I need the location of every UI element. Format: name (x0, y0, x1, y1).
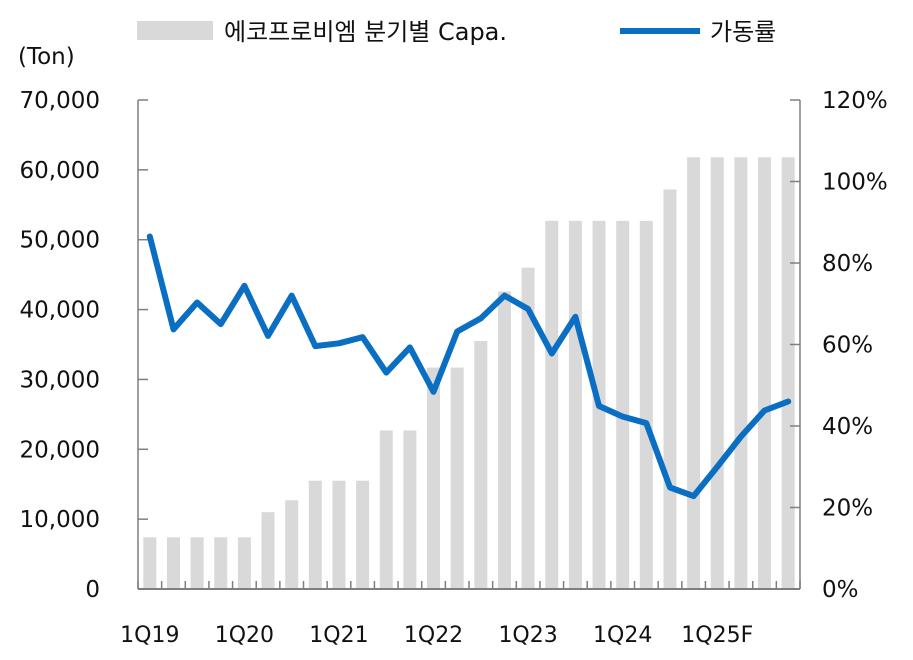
left-axis-tick-label: 50,000 (20, 228, 100, 254)
capa-bar-1Q20 (237, 537, 251, 589)
capa-bar-4Q20 (308, 480, 322, 589)
capa-bars (143, 157, 795, 590)
x-axis-tick-label: 1Q21 (309, 623, 368, 648)
capa-bar-4Q19 (214, 537, 228, 589)
capa-bar-3Q21 (379, 430, 393, 589)
left-axis-tick-label: 60,000 (20, 158, 100, 184)
right-axis-tick-label: 0% (822, 577, 859, 603)
x-axis-tick-label: 1Q20 (215, 623, 274, 648)
right-axis-tick-label: 60% (822, 333, 873, 359)
capa-bar-1Q24 (616, 220, 630, 590)
capa-bar-2Q23 (545, 220, 559, 590)
utilization-line-path (146, 233, 792, 500)
axes: 0 10,000 20,000 30,000 40,000 50,000 60,000 70,… (20, 88, 888, 648)
x-axis-tick-label: 1Q19 (120, 623, 179, 648)
capa-bar-1Q22 (427, 367, 441, 589)
capa-bar-4Q24 (687, 157, 701, 590)
left-axis-tick-label: 40,000 (20, 298, 100, 324)
capa-bar-1Q19 (143, 537, 157, 589)
capa-bar-3Q22 (474, 341, 488, 589)
capa-bar-2Q25F (734, 157, 748, 590)
capa-bar-4Q25F (781, 157, 795, 590)
capa-bar-1Q21 (332, 480, 346, 589)
capa-bar-2Q21 (356, 480, 370, 589)
capa-bar-3Q25F (758, 157, 772, 590)
capa-bar-4Q22 (497, 291, 511, 589)
right-axis-tick-label: 120% (822, 88, 888, 114)
capa-bar-3Q20 (285, 500, 299, 589)
legend-swatch-capa (137, 21, 213, 40)
right-axis-tick-label: 20% (822, 496, 873, 522)
legend-label-utilization: 가동률 (710, 18, 776, 46)
left-axis-tick-label: 30,000 (20, 367, 100, 393)
x-axis-tick-label: 1Q22 (404, 623, 463, 648)
left-axis-unit-label: (Ton) (18, 44, 75, 70)
right-axis-tick-label: 100% (822, 170, 888, 196)
capa-bar-4Q21 (403, 430, 417, 589)
legend: 에코프로비엠 분기별 Capa. 가동률 (137, 18, 776, 46)
capa-bar-1Q25F (710, 157, 724, 590)
left-axis-tick-label: 20,000 (20, 437, 100, 463)
x-axis-tick-label: 1Q23 (498, 623, 557, 648)
x-axis-tick-label: 1Q24 (593, 623, 652, 648)
legend-label-capa: 에코프로비엠 분기별 Capa. (224, 18, 507, 46)
right-axis-tick-label: 80% (822, 251, 873, 277)
capa-bar-3Q24 (663, 189, 677, 589)
capa-bar-1Q23 (521, 267, 535, 589)
capa-bar-3Q23 (568, 220, 582, 590)
capa-bar-2Q24 (639, 220, 653, 590)
left-axis-tick-label: 10,000 (20, 507, 100, 533)
left-axis-tick-label: 70,000 (20, 88, 100, 114)
capa-bar-2Q19 (166, 537, 180, 589)
right-axis-tick-label: 40% (822, 414, 873, 440)
utilization-line (146, 233, 792, 500)
left-axis-tick-label: 0 (85, 577, 100, 603)
x-axis-tick-label: 1Q25F (681, 623, 753, 648)
capa-bar-2Q20 (261, 512, 275, 589)
capa-bar-2Q22 (450, 367, 464, 589)
capa-bar-3Q19 (190, 537, 204, 589)
